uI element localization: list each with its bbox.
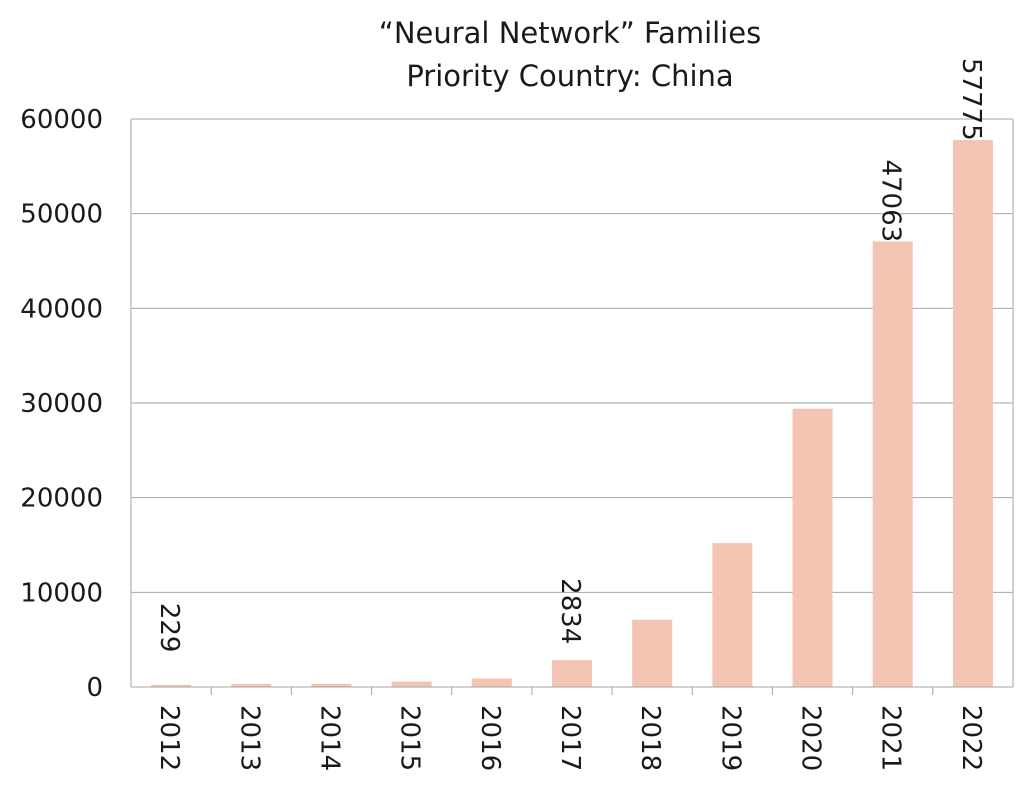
data-label: 229	[154, 603, 184, 653]
x-tick-label: 2016	[475, 705, 505, 771]
chart-title: “Neural Network” Families	[378, 16, 762, 50]
chart-subtitle: Priority Country: China	[406, 59, 734, 93]
bar	[391, 681, 432, 687]
x-tick-label: 2022	[956, 705, 986, 771]
x-tick-label: 2020	[796, 705, 826, 771]
bar	[792, 408, 833, 687]
bar	[632, 619, 673, 687]
bar	[471, 678, 512, 687]
x-tick-label: 2013	[234, 705, 264, 771]
x-tick-label: 2014	[314, 705, 344, 771]
bar	[952, 140, 993, 687]
y-tick-label: 30000	[20, 389, 103, 419]
bar	[231, 684, 272, 687]
y-tick-label: 0	[86, 673, 103, 703]
y-tick-label: 20000	[20, 484, 103, 514]
y-tick-label: 10000	[20, 578, 103, 608]
x-tick-label: 2015	[395, 705, 425, 771]
x-tick-label: 2017	[555, 705, 585, 771]
y-tick-label: 50000	[20, 200, 103, 230]
y-tick-label: 40000	[20, 294, 103, 324]
y-tick-label: 60000	[20, 105, 103, 135]
x-tick-label: 2021	[876, 705, 906, 771]
x-tick-label: 2018	[635, 705, 665, 771]
data-label: 57775	[956, 58, 986, 141]
x-tick-label: 2019	[715, 705, 745, 771]
bar	[872, 241, 913, 687]
bar	[552, 660, 592, 687]
bar	[712, 543, 753, 687]
data-label: 2834	[555, 578, 585, 644]
x-tick-label: 2012	[154, 705, 184, 771]
data-label: 47063	[876, 159, 906, 242]
bar	[151, 684, 192, 687]
bar	[311, 683, 352, 687]
